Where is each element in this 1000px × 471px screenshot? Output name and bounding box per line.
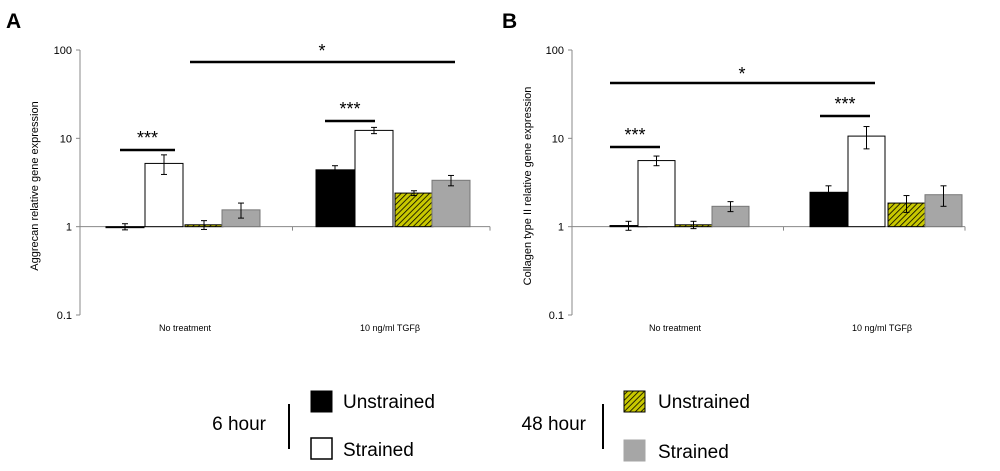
bar-series-48h-strained [431, 179, 471, 228]
legend-swatch-48h-unstrained [623, 390, 646, 413]
y-tick-label: 1 [558, 222, 564, 234]
x-category-label: 10 ng/ml TGFβ [360, 323, 420, 333]
legend-item-label: Strained [658, 442, 729, 463]
bar-series-6h-strained [637, 160, 676, 228]
panel-a: A Aggrecan relative gene expression 0.1 1… [6, 10, 491, 333]
legend-swatch-6h-unstrained [310, 390, 333, 413]
bar-series-6h-strained [847, 135, 886, 228]
legend-group-label: 6 hour [212, 414, 267, 435]
legend-group-label: 48 hour [522, 414, 587, 435]
y-tick-label: 100 [546, 45, 564, 57]
panel-letter: B [502, 10, 517, 33]
legend-item-label: Unstrained [658, 392, 750, 413]
y-tick-label: 10 [60, 133, 72, 145]
bar-series-6h-strained [354, 129, 394, 228]
significance-label: *** [834, 94, 855, 114]
y-tick-label: 100 [54, 45, 72, 57]
legend: 6 hour Unstrained Strained 48 hour Unstr… [212, 390, 750, 463]
bar-series-48h-unstrained [394, 192, 434, 228]
panel-b: B Collagen type II relative gene express… [502, 10, 966, 333]
x-category-label: No treatment [159, 323, 212, 333]
significance-label: *** [137, 128, 158, 148]
significance-label: * [318, 41, 325, 61]
legend-swatch-6h-strained [310, 437, 333, 460]
y-axis-label: Aggrecan relative gene expression [29, 101, 41, 270]
y-tick-label: 0.1 [57, 310, 72, 322]
legend-swatch-48h-strained [623, 439, 646, 462]
y-axis-label: Collagen type II relative gene expressio… [522, 87, 534, 286]
significance-label: * [738, 64, 745, 84]
significance-label: *** [339, 99, 360, 119]
significance-label: *** [624, 125, 645, 145]
bar-series-6h-unstrained [315, 169, 355, 228]
panel-letter: A [6, 10, 21, 33]
x-category-label: No treatment [649, 323, 702, 333]
y-tick-label: 10 [552, 133, 564, 145]
legend-item-label: Unstrained [343, 392, 435, 413]
x-category-label: 10 ng/ml TGFβ [852, 323, 912, 333]
legend-item-label: Strained [343, 440, 414, 461]
y-tick-label: 1 [66, 222, 72, 234]
y-tick-label: 0.1 [549, 310, 564, 322]
